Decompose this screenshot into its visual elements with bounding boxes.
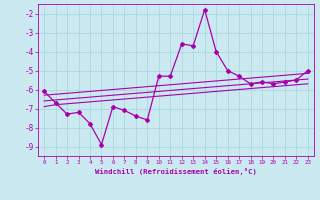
X-axis label: Windchill (Refroidissement éolien,°C): Windchill (Refroidissement éolien,°C)	[95, 168, 257, 175]
